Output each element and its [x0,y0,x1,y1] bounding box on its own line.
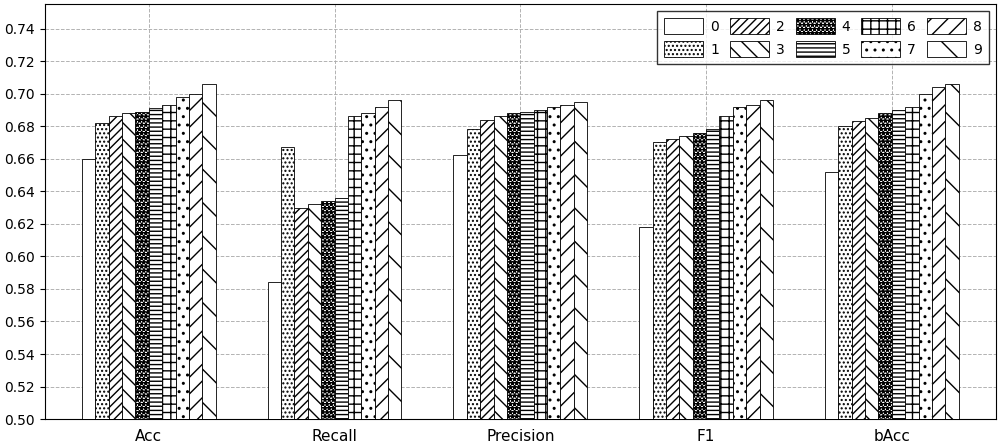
Bar [480,120,494,448]
Bar [308,204,321,448]
Bar [905,107,919,448]
Bar [122,113,135,448]
Bar [574,102,587,448]
Bar [653,142,666,448]
Bar [706,129,719,448]
Bar [878,113,892,448]
Bar [82,159,95,448]
Bar [639,227,653,448]
Bar [388,100,401,448]
Bar [453,155,467,448]
Bar [268,282,281,448]
Bar [719,116,733,448]
Bar [375,107,388,448]
Bar [361,113,375,448]
Bar [281,147,294,448]
Bar [348,116,361,448]
Bar [838,126,852,448]
Bar [507,113,520,448]
Bar [335,198,348,448]
Bar [547,107,560,448]
Bar [892,110,905,448]
Bar [919,94,932,448]
Bar [679,136,693,448]
Bar [932,87,945,448]
Bar [945,84,959,448]
Bar [560,105,574,448]
Bar [865,118,878,448]
Bar [202,84,216,448]
Legend: 0, 1, 2, 3, 4, 5, 6, 7, 8, 9: 0, 1, 2, 3, 4, 5, 6, 7, 8, 9 [657,11,989,64]
Bar [852,121,865,448]
Bar [520,112,534,448]
Bar [746,105,760,448]
Bar [176,97,189,448]
Bar [825,172,838,448]
Bar [467,129,480,448]
Bar [321,201,335,448]
Bar [189,94,202,448]
Bar [534,110,547,448]
Bar [109,116,122,448]
Bar [149,108,162,448]
Bar [95,123,109,448]
Bar [494,116,507,448]
Bar [733,107,746,448]
Bar [760,100,773,448]
Bar [693,133,706,448]
Bar [666,139,679,448]
Bar [294,207,308,448]
Bar [135,112,149,448]
Bar [162,105,176,448]
